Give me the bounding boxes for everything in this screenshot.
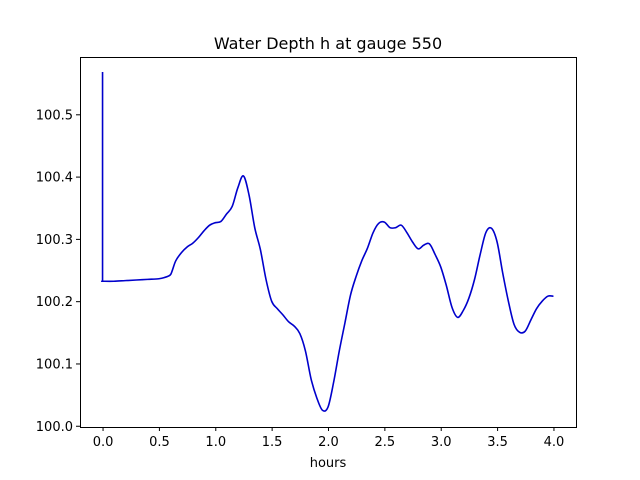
axes-frame (80, 57, 577, 428)
y-tick-label: 100.2 (36, 295, 73, 310)
y-tick-label: 100.0 (36, 420, 73, 435)
x-tick-label: 1.5 (262, 435, 283, 450)
axes-ticks: 0.0 0.5 1.0 1.5 2.0 2.5 3.0 3.5 4.0 100.0 100.1 100… (36, 108, 565, 450)
chart-title: Water Depth h at gauge 550 (214, 34, 442, 53)
y-tick-label: 100.3 (36, 233, 73, 248)
x-tick-label: 0.5 (149, 435, 170, 450)
x-tick-label: 3.5 (487, 435, 508, 450)
y-tick-label: 100.5 (36, 108, 73, 123)
y-tick-label: 100.4 (36, 171, 73, 186)
x-tick-label: 1.0 (205, 435, 226, 450)
series-line (100, 71, 554, 412)
x-axis-label: hours (310, 456, 347, 471)
y-tick-label: 100.1 (36, 357, 73, 372)
x-tick-label: 2.5 (375, 435, 396, 450)
x-tick-label: 4.0 (544, 435, 565, 450)
x-tick-label: 2.0 (318, 435, 339, 450)
x-tick-label: 0.0 (93, 435, 114, 450)
plot-area (100, 71, 554, 412)
x-tick-label: 3.0 (431, 435, 452, 450)
